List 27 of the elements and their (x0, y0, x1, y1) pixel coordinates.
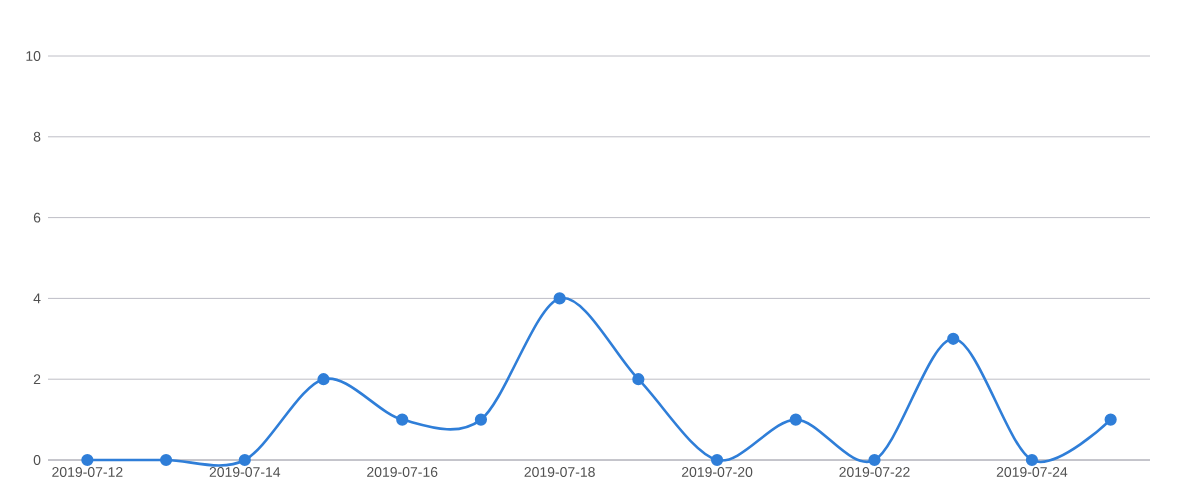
point (1104, 413, 1117, 426)
point (81, 453, 94, 467)
x-tick-label: 2019-07-14 (209, 467, 281, 477)
point (317, 373, 330, 386)
point (159, 453, 173, 467)
point (789, 413, 802, 426)
x-tick-label: 2019-07-22 (839, 467, 910, 477)
point (238, 453, 251, 467)
point (710, 453, 724, 467)
y-tick-label: 6 (33, 212, 41, 223)
point (553, 292, 566, 305)
x-tick-label: 2019-07-16 (367, 467, 438, 477)
point (1025, 453, 1039, 467)
y-tick-label: 8 (33, 131, 41, 142)
x-tick-label: 2019-07-12 (52, 467, 123, 477)
y-tick-label: 2 (33, 374, 41, 385)
point (474, 413, 488, 426)
x-tick-label: 2019-07-24 (996, 467, 1068, 477)
y-tick-label: 4 (33, 293, 41, 304)
x-tick-label: 2019-07-20 (681, 467, 753, 477)
point (947, 332, 960, 345)
point (396, 413, 409, 426)
y-tick-label: 0 (33, 455, 41, 465)
y-tick-label: 10 (26, 51, 41, 61)
point (868, 453, 881, 467)
x-tick-label: 2019-07-18 (524, 467, 595, 477)
point (632, 373, 645, 386)
